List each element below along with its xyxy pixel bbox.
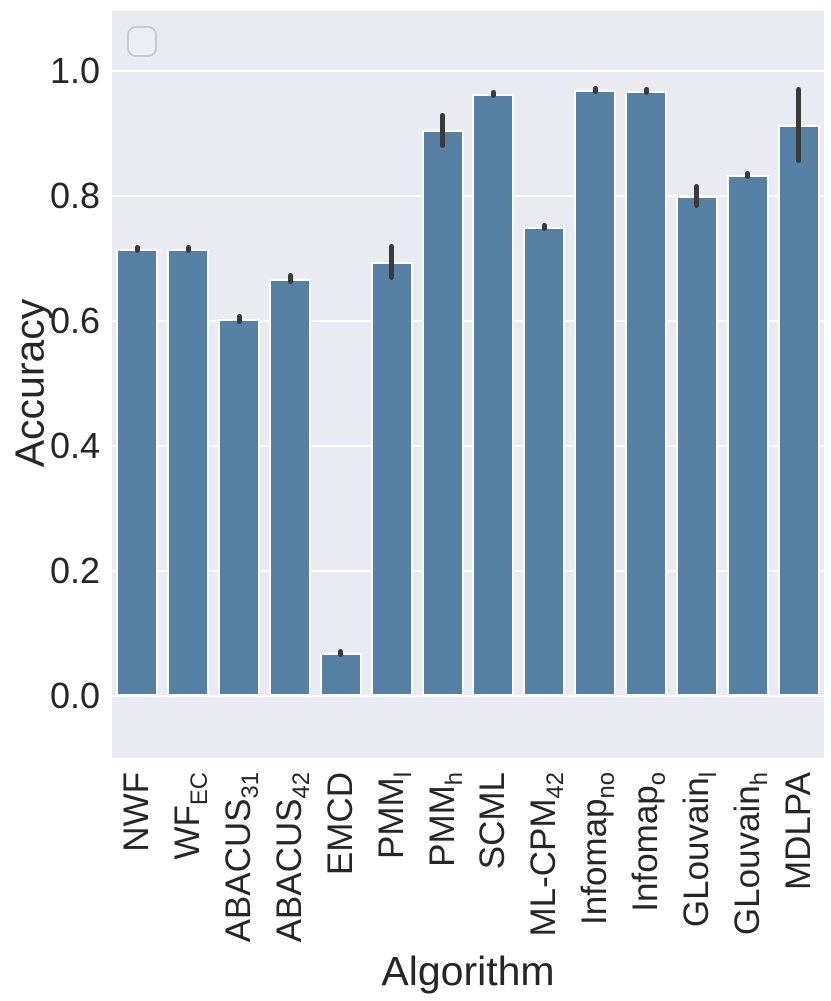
gridline	[112, 70, 824, 72]
y-tick-label: 0.4	[49, 425, 100, 466]
legend-box	[127, 26, 157, 57]
bar-NWF	[116, 249, 159, 696]
x-tick-subscript: 42	[288, 772, 315, 799]
x-tick-label-ML-CPM_42: ML-CPM42	[524, 772, 569, 937]
x-tick-label-GLouvain_l: GLouvainl	[676, 772, 722, 928]
x-tick-label-WF_EC: WFEC	[168, 772, 213, 860]
x-tick-base: PMM	[371, 777, 411, 859]
x-tick-subscript: h	[745, 772, 773, 786]
x-tick-label-Infomap_no: Infomapno	[575, 772, 620, 925]
x-tick-label-ABACUS_42: ABACUS42	[270, 772, 315, 943]
x-tick-base: ABACUS	[270, 798, 309, 943]
bar-WF_EC	[167, 249, 210, 696]
error-bar-ABACUS_42	[287, 272, 293, 285]
error-bar-GLouvain_l	[694, 184, 700, 208]
x-tick-label-SCML: SCML	[473, 772, 513, 869]
bar-ABACUS_42	[269, 278, 311, 696]
gridline	[112, 195, 824, 197]
error-bar-PMM_l	[389, 244, 395, 281]
x-tick-subscript: h	[440, 772, 468, 786]
y-tick-label: 1.0	[49, 50, 100, 91]
bar-MDLPA	[777, 124, 820, 696]
gridline	[112, 320, 824, 322]
bar-PMM_l	[370, 262, 413, 696]
x-tick-label-NWF: NWF	[117, 772, 157, 852]
x-tick-label-PMM_h: PMMh	[422, 772, 468, 867]
x-tick-label-Infomap_o: Infomapo	[626, 772, 671, 912]
x-tick-label-MDLPA: MDLPA	[779, 772, 819, 890]
x-tick-base: SCML	[473, 772, 513, 870]
x-axis-title: Algorithm	[381, 948, 555, 994]
gridline	[112, 570, 824, 572]
x-tick-base: GLouvain	[727, 785, 767, 936]
bar-SCML	[472, 94, 515, 696]
x-tick-base: ABACUS	[219, 798, 259, 943]
error-bar-Infomap_o	[643, 87, 649, 95]
error-bar-Infomap_no	[592, 85, 598, 94]
gridline	[112, 695, 824, 697]
bar-EMCD	[319, 652, 362, 696]
y-tick-label: 0.0	[49, 675, 100, 716]
x-tick-subscript: o	[644, 772, 671, 786]
bar-GLouvain_h	[726, 175, 769, 696]
bar-PMM_h	[421, 130, 464, 696]
x-tick-subscript: l	[694, 772, 722, 778]
error-bar-SCML	[490, 90, 496, 99]
x-tick-base: Infomap	[626, 785, 665, 912]
x-tick-label-ABACUS_31: ABACUS31	[219, 772, 264, 943]
x-tick-base: EMCD	[320, 772, 360, 876]
x-tick-base: PMM	[422, 785, 462, 867]
x-tick-label-PMM_l: PMMl	[371, 772, 417, 859]
x-tick-subscript: l	[389, 772, 417, 778]
x-tick-base: MDLPA	[778, 772, 818, 890]
x-tick-subscript: 42	[542, 772, 570, 799]
bar-GLouvain_l	[675, 196, 718, 696]
x-tick-base: ML-CPM	[524, 798, 564, 937]
x-tick-base: GLouvain	[676, 777, 716, 928]
error-bar-PMM_h	[440, 112, 446, 148]
plot-area	[112, 11, 824, 758]
bar-ABACUS_31	[218, 319, 261, 696]
x-tick-base: WF	[168, 805, 208, 860]
error-bar-MDLPA	[796, 86, 802, 163]
y-tick-label: 0.8	[49, 175, 100, 216]
error-bar-ML-CPM_42	[541, 223, 547, 232]
bar-Infomap_o	[625, 91, 667, 696]
bar-Infomap_no	[574, 89, 617, 696]
x-tick-base: Infomap	[575, 798, 615, 925]
bar-ML-CPM_42	[523, 227, 566, 696]
error-bar-GLouvain_h	[745, 171, 751, 180]
x-tick-subscript: EC	[186, 772, 214, 806]
x-tick-base: NWF	[117, 772, 157, 852]
x-tick-label-GLouvain_h: GLouvainh	[727, 772, 773, 936]
error-bar-EMCD	[338, 648, 344, 657]
x-tick-subscript: 31	[237, 772, 265, 799]
error-bar-WF_EC	[185, 245, 191, 254]
y-tick-label: 0.2	[49, 550, 100, 591]
error-bar-ABACUS_31	[236, 314, 242, 325]
y-tick-label: 0.6	[49, 300, 100, 341]
x-tick-subscript: no	[593, 772, 621, 799]
error-bar-NWF	[134, 245, 140, 254]
x-tick-label-EMCD: EMCD	[321, 772, 361, 875]
gridline	[112, 445, 824, 447]
